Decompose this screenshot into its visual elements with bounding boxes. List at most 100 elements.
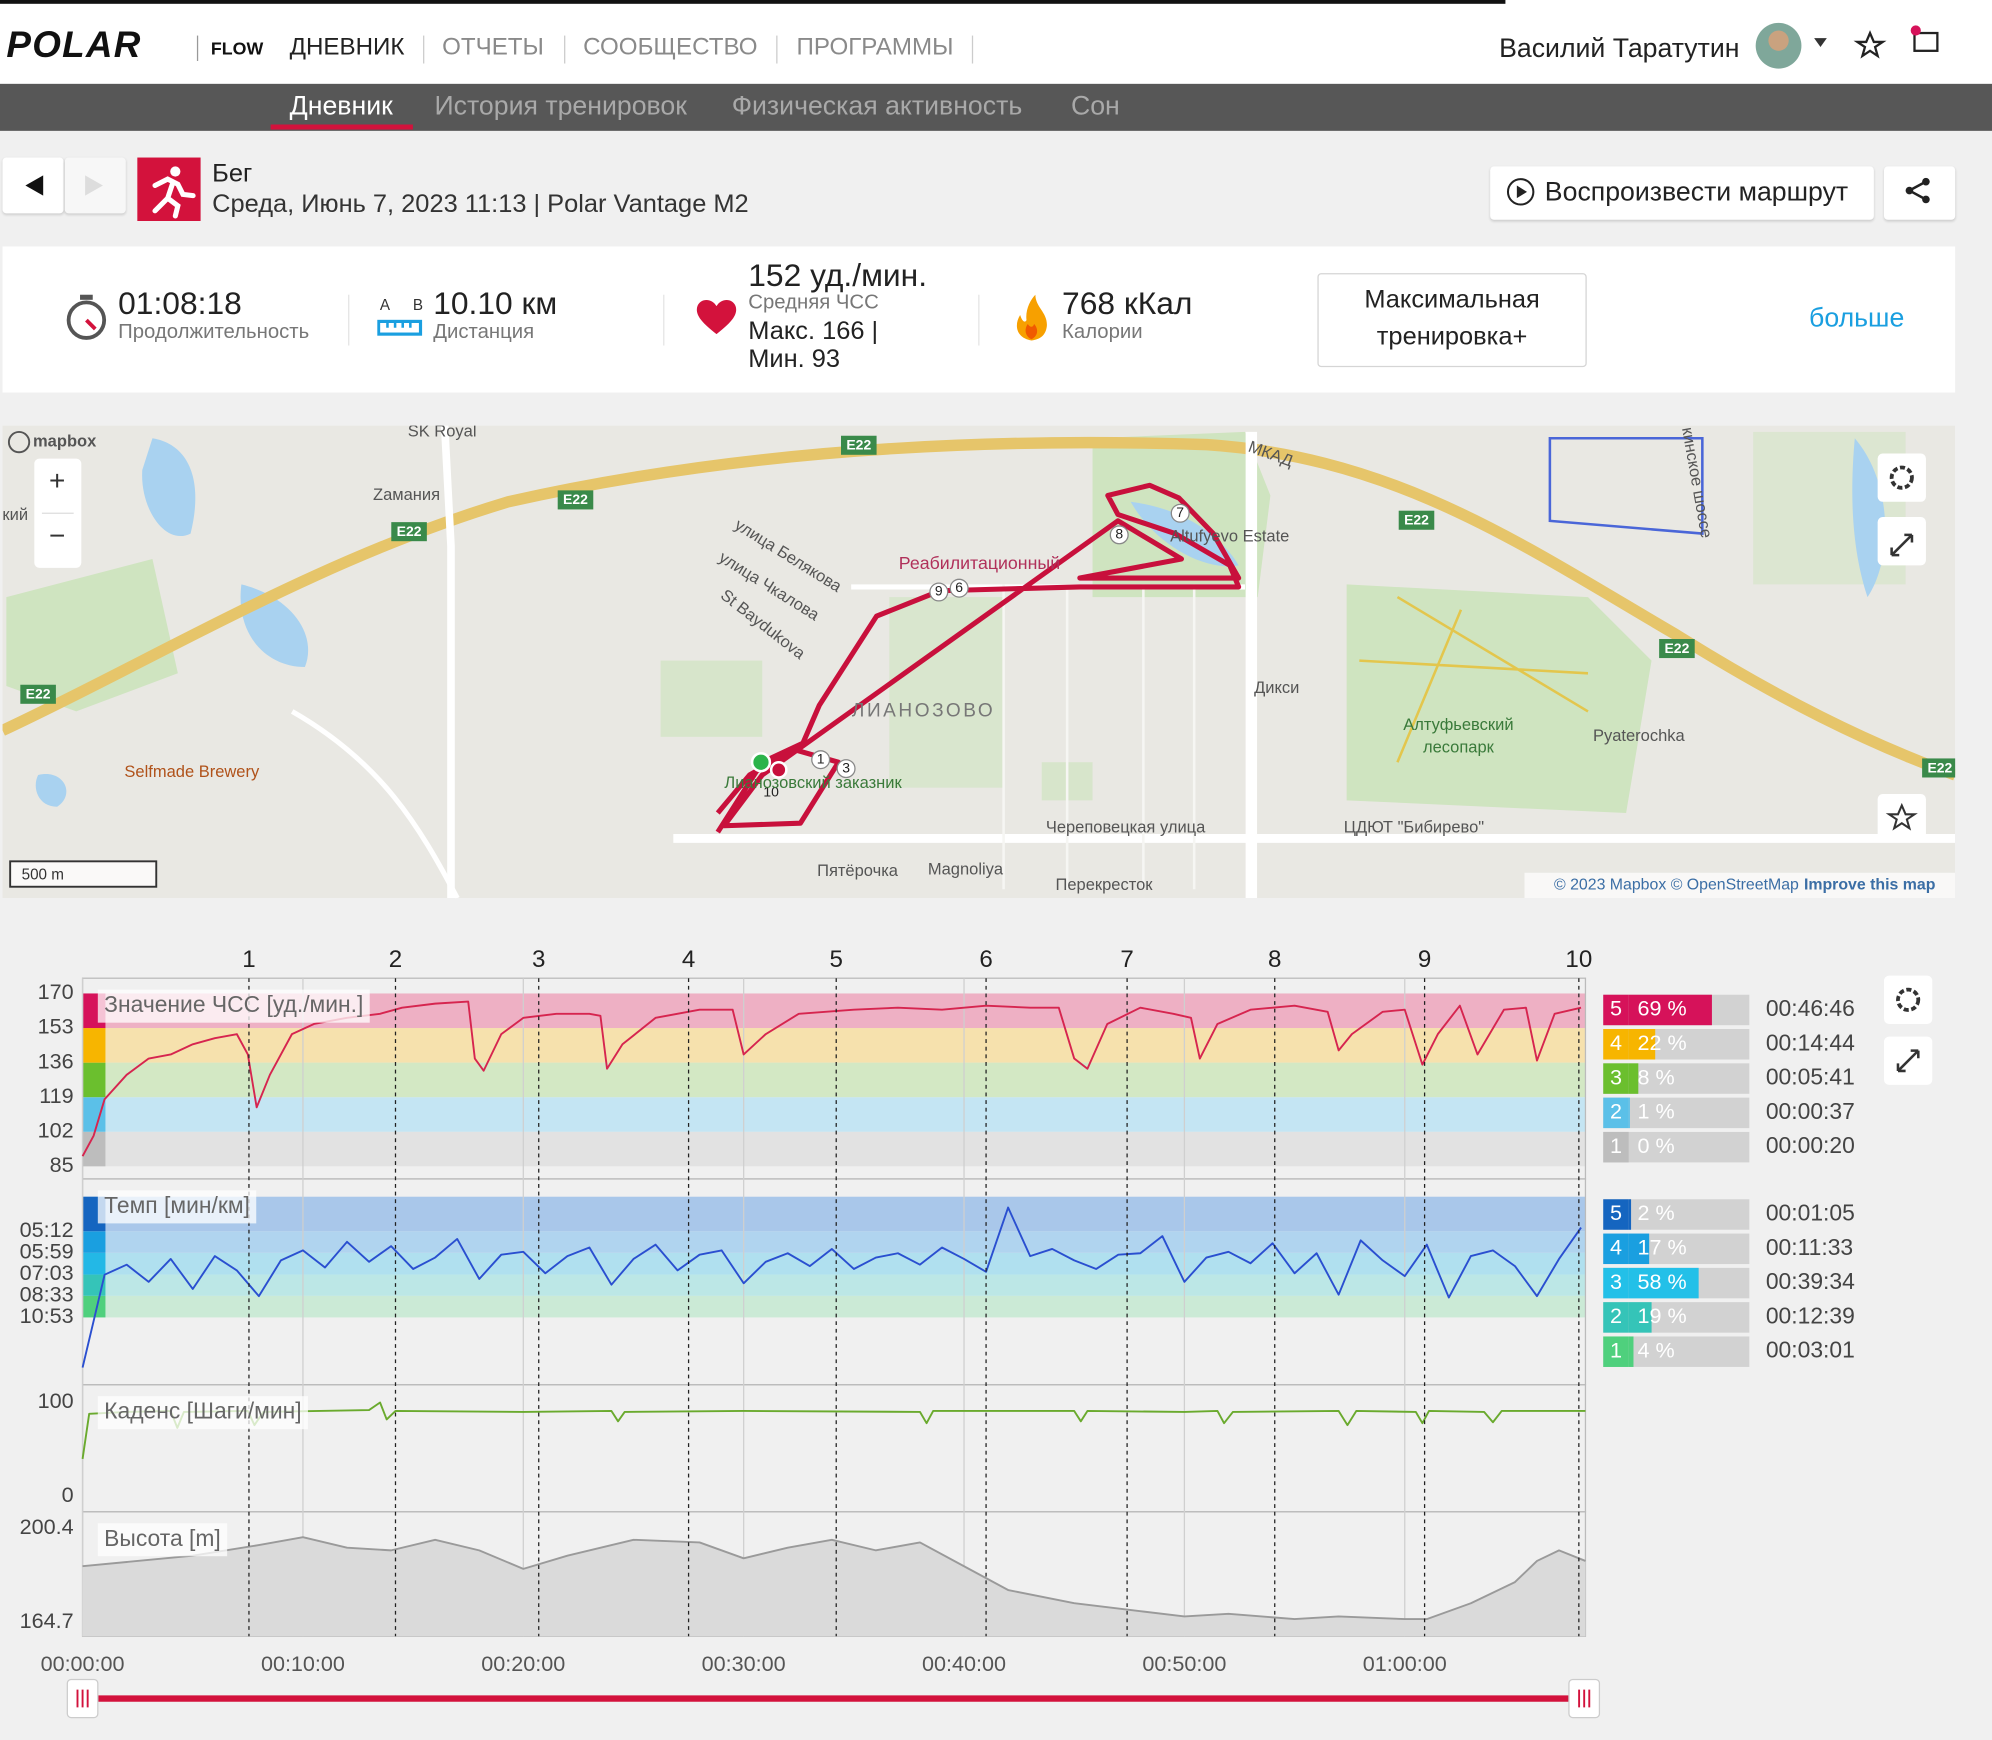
map[interactable]: 7 8 9 6 1 3 10 SK Royal Zамания E22 E22 …: [2, 425, 1956, 899]
zone-strip: [82, 1231, 106, 1253]
prev-button[interactable]: [2, 157, 64, 214]
map-fullscreen-button[interactable]: [1877, 517, 1926, 566]
avatar-face: [1768, 30, 1789, 51]
logo-divider: [196, 35, 199, 61]
route-marker: 3: [842, 759, 850, 775]
map-settings-button[interactable]: [1877, 453, 1926, 502]
sub-nav-item[interactable]: Дневник: [289, 91, 393, 121]
series-line: [81, 1000, 1582, 1157]
road-shield: E22: [846, 437, 871, 453]
zoom-out[interactable]: −: [49, 520, 65, 551]
x-tick-label: 01:00:00: [1363, 1651, 1447, 1676]
zone-number: 5: [1610, 1200, 1622, 1225]
nav-item[interactable]: ПРОГРАММЫ: [796, 34, 954, 61]
attribution[interactable]: © 2023 Mapbox © OpenStreetMap: [1554, 877, 1799, 894]
y-tick-label: 0: [62, 1482, 74, 1507]
hr-avg-label: Средняя ЧСС: [748, 292, 879, 314]
chart-title-box: Высота [m]: [97, 1523, 228, 1557]
zone-strip: [82, 1097, 106, 1132]
nav-separator: [776, 35, 778, 64]
x-tick-label: 00:40:00: [922, 1651, 1006, 1676]
sport-icon: [137, 157, 201, 222]
y-tick-label: 200.4: [20, 1514, 74, 1539]
chart-title-bg: [97, 1190, 257, 1224]
divider: [978, 294, 980, 346]
star-icon: [1885, 802, 1918, 831]
chart-settings-button[interactable]: [1884, 975, 1933, 1024]
favorites-icon[interactable]: [1853, 30, 1887, 59]
flow-label: FLOW: [210, 38, 264, 59]
zone-number: 3: [1610, 1064, 1622, 1089]
duration-icon: [66, 294, 107, 340]
lap-label: 2: [389, 946, 402, 973]
route-marker: 8: [1115, 526, 1123, 542]
y-tick-label: 07:03: [20, 1260, 74, 1285]
lap-label: 9: [1418, 946, 1431, 973]
map-label: кий: [3, 506, 29, 524]
zone-time: 00:01:05: [1766, 1200, 1855, 1226]
zone-strip: [82, 1252, 106, 1275]
distance-value: 10.10 км: [433, 285, 558, 322]
sub-nav-item[interactable]: История тренировок: [434, 91, 687, 121]
y-tick-label: 136: [38, 1048, 74, 1073]
road-shield: E22: [26, 686, 51, 702]
zone-time: 00:46:46: [1766, 995, 1855, 1021]
x-tick-label: 00:50:00: [1142, 1651, 1226, 1676]
user-name[interactable]: Василий Таратутин: [1499, 34, 1740, 64]
zone-percent: 1 %: [1638, 1099, 1675, 1124]
zone-band: [82, 1131, 1586, 1167]
zone-number-bg: [1603, 1097, 1629, 1129]
duration-label: Продолжительность: [118, 321, 310, 344]
share-button[interactable]: [1884, 166, 1956, 220]
chart-title-box: Значение ЧСС [уд./мин.]: [97, 989, 370, 1023]
sub-nav-item[interactable]: Физическая активность: [731, 91, 1023, 121]
zone-band: [82, 1295, 1586, 1318]
next-button[interactable]: [64, 157, 126, 214]
user-dropdown[interactable]: [1814, 38, 1827, 48]
inbox-icon[interactable]: [1913, 31, 1939, 52]
zone-band: [82, 1196, 1586, 1232]
chart-title-box: Каденс [Шаги/мин]: [97, 1396, 308, 1430]
workout-datetime: Среда, Июнь 7, 2023 11:13 | Polar Vantag…: [212, 190, 749, 219]
nav-item[interactable]: ОТЧЕТЫ: [442, 34, 544, 61]
zone-number-bg: [1603, 1199, 1629, 1230]
road-shield: E22: [1927, 759, 1952, 775]
training-benefit-button[interactable]: Максимальная тренировка+: [1317, 273, 1587, 368]
play-route-button[interactable]: Воспроизвести маршрут: [1490, 166, 1874, 220]
zoom-in[interactable]: +: [49, 465, 65, 496]
improve-map[interactable]: Improve this map: [1804, 877, 1936, 894]
route: [715, 482, 1242, 834]
calories-icon: [1016, 294, 1047, 341]
y-tick-label: 170: [38, 979, 74, 1004]
y-tick-label: 102: [38, 1117, 74, 1142]
zone-band: [82, 1252, 1586, 1275]
nav-item[interactable]: ДНЕВНИК: [289, 34, 405, 61]
zone-time: 00:00:20: [1766, 1132, 1855, 1158]
more-link[interactable]: больше: [1809, 303, 1905, 333]
map-label: Пятёрочка: [817, 862, 899, 880]
route-start: [750, 752, 772, 773]
logo[interactable]: POLAR: [6, 25, 142, 67]
calories-value: 768 кКал: [1062, 285, 1193, 322]
zone-number-bg: [1603, 1302, 1629, 1333]
chart-labels: 85 102 119 136 153 170 1 2 3 4 5 6 7 8 9 10 Значение ЧСС…: [20, 946, 1593, 1676]
area-fill: [82, 1537, 1586, 1637]
sub-nav-item[interactable]: Сон: [1070, 91, 1120, 121]
zone-number-bg: [1603, 1267, 1629, 1299]
zone-band: [82, 1062, 1586, 1098]
zone-band: [82, 1274, 1586, 1296]
benefit-line: тренировка+: [1376, 322, 1528, 351]
y-tick-label: 08:33: [20, 1282, 74, 1307]
zone-time: 00:39:34: [1766, 1268, 1855, 1294]
zone-bar: [1628, 1233, 1650, 1265]
map-label: Magnoliya: [928, 861, 1004, 879]
x-tick-label: 00:20:00: [481, 1651, 565, 1676]
hr-avg-value: 152 уд./мин.: [748, 257, 928, 294]
lap-label: 7: [1120, 946, 1133, 973]
zone-percent: 8 %: [1638, 1064, 1675, 1089]
map-favorite-button[interactable]: [1877, 794, 1926, 843]
zone-bar: [1628, 1063, 1639, 1094]
nav-item[interactable]: СООБЩЕСТВО: [583, 34, 758, 61]
